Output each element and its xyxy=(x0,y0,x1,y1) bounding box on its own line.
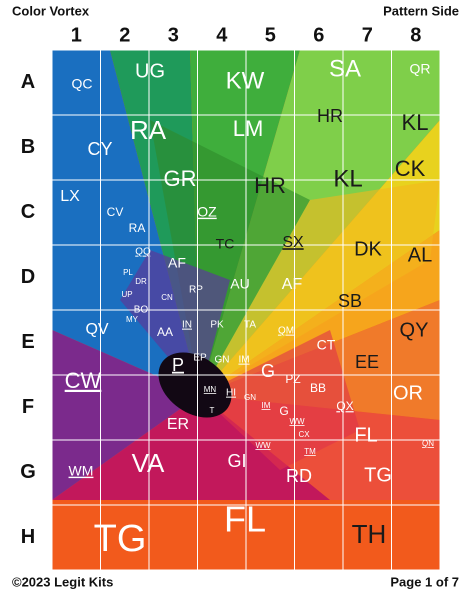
color-code: WW xyxy=(255,441,271,450)
color-code: CW xyxy=(65,368,102,393)
color-code: RA xyxy=(130,115,167,145)
color-code: HR xyxy=(317,106,343,126)
color-code: KL xyxy=(402,110,429,135)
color-code: KL xyxy=(333,165,362,192)
color-code: QM xyxy=(278,326,294,337)
column-label: 5 xyxy=(265,24,276,46)
page-number: Page 1 of 7 xyxy=(390,574,459,589)
color-code: TG xyxy=(94,518,147,560)
column-label: 4 xyxy=(216,24,228,46)
color-code: WM xyxy=(69,463,94,479)
color-code: TC xyxy=(216,236,235,252)
color-code: P xyxy=(172,355,184,375)
color-code: CT xyxy=(317,337,336,353)
color-code: QV xyxy=(85,321,108,338)
color-code: T xyxy=(210,406,215,415)
color-code: IN xyxy=(182,320,192,331)
color-code: LM xyxy=(233,116,264,141)
color-code: RP xyxy=(189,285,203,296)
color-code: AA xyxy=(157,325,173,339)
color-code: BB xyxy=(310,381,326,395)
color-code: PK xyxy=(210,320,224,331)
column-label: 3 xyxy=(168,24,179,46)
row-label: D xyxy=(21,266,35,288)
row-label: H xyxy=(21,526,35,548)
color-code: QR xyxy=(410,61,431,77)
color-code: RA xyxy=(129,221,146,235)
color-code: AF xyxy=(282,276,303,293)
color-code: SB xyxy=(338,291,362,311)
title: Color Vortex xyxy=(12,3,90,18)
color-code: IM xyxy=(262,401,271,410)
side: Pattern Side xyxy=(383,3,459,18)
color-code: IM xyxy=(238,355,249,366)
color-code: PL xyxy=(123,268,133,277)
color-code: UP xyxy=(121,290,132,299)
row-label: E xyxy=(21,331,34,353)
vortex-art xyxy=(52,50,440,570)
color-code: OZ xyxy=(197,204,217,220)
color-code: OR xyxy=(393,382,423,404)
grid xyxy=(51,49,441,571)
row-label: B xyxy=(21,136,35,158)
color-code: MY xyxy=(126,315,139,324)
color-code: CN xyxy=(161,293,173,302)
color-code: AF xyxy=(168,255,186,271)
color-code: CY xyxy=(87,139,112,159)
color-code: FL xyxy=(354,424,377,446)
color-code: G xyxy=(279,404,288,418)
color-code: AL xyxy=(408,244,432,266)
copyright: ©2023 Legit Kits xyxy=(12,574,113,589)
color-code: ER xyxy=(167,416,189,433)
color-code: QX xyxy=(336,399,353,413)
color-code: FL xyxy=(224,499,266,540)
color-code: QC xyxy=(72,76,93,92)
color-code: QN xyxy=(422,439,434,448)
row-label: A xyxy=(21,71,35,93)
color-code: TM xyxy=(304,447,316,456)
color-code: SA xyxy=(329,55,361,82)
column-label: 1 xyxy=(71,24,82,46)
column-label: 2 xyxy=(119,24,130,46)
color-code: DR xyxy=(135,277,147,286)
color-code: GN xyxy=(244,393,256,402)
color-code: HR xyxy=(254,173,286,198)
color-code: PZ xyxy=(285,372,300,386)
color-code: EP xyxy=(193,353,207,364)
color-code: G xyxy=(261,361,275,381)
color-code: WW xyxy=(289,417,305,426)
color-code: RD xyxy=(286,466,312,486)
color-code: QY xyxy=(400,319,429,341)
color-code: AU xyxy=(230,276,249,292)
color-code: GR xyxy=(164,166,197,191)
column-label: 6 xyxy=(313,24,324,46)
labels: QC UG KW SA QR CY RA LM HR KL GR HR KL CK LX CV OZ RA TC SX… xyxy=(60,55,434,560)
row-label: G xyxy=(20,461,36,483)
color-code: BO xyxy=(134,305,149,316)
color-code: LX xyxy=(60,188,80,205)
row-label: C xyxy=(21,201,35,223)
column-label: 8 xyxy=(410,24,421,46)
color-code: VA xyxy=(132,448,165,478)
color-code: GI xyxy=(227,451,246,471)
color-code: UG xyxy=(135,60,165,82)
column-label: 7 xyxy=(362,24,373,46)
color-code: TH xyxy=(352,519,387,549)
color-code: CV xyxy=(107,205,124,219)
color-code: TG xyxy=(364,464,392,486)
color-code: HI xyxy=(226,388,236,399)
color-code: DK xyxy=(354,238,382,260)
color-code: QQ xyxy=(135,247,151,258)
color-code: KW xyxy=(226,67,265,94)
color-code: CX xyxy=(298,430,310,439)
color-code: EE xyxy=(355,352,379,372)
row-label: F xyxy=(22,396,34,418)
color-code: SX xyxy=(282,234,304,251)
color-code: MN xyxy=(204,385,217,394)
color-code: GN xyxy=(215,355,230,366)
color-code: TA xyxy=(244,320,256,331)
color-code: CK xyxy=(395,156,426,181)
